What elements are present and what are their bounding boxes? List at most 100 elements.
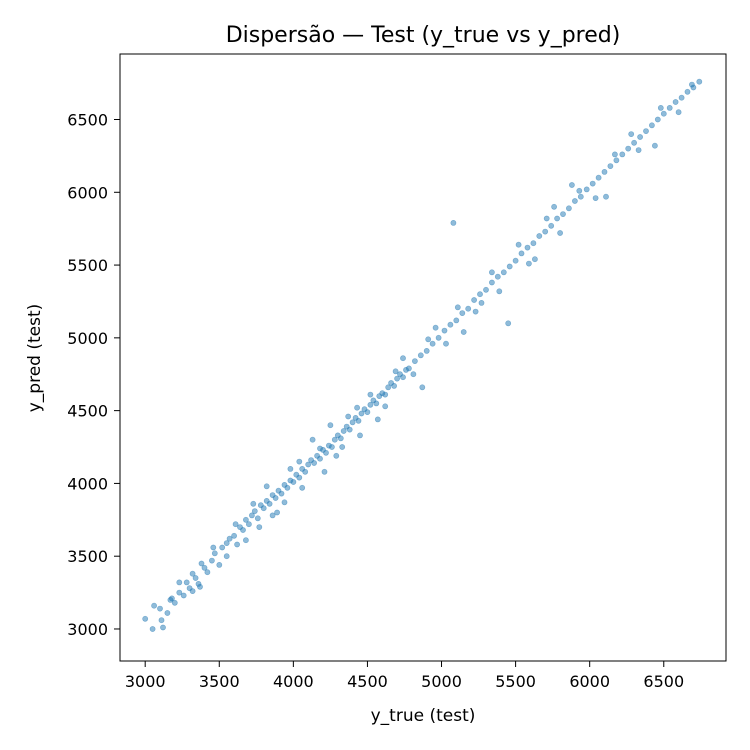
scatter-point [536,233,543,239]
scatter-point [357,432,363,439]
scatter-point [272,495,279,501]
scatter-point [248,512,255,519]
scatter-point [317,455,323,462]
y-tick-label: 5000 [67,329,108,348]
scatter-point [543,215,550,222]
scatter-point [423,347,430,354]
scatter-point [637,134,643,140]
scatter-point [652,142,658,149]
y-axis-label: y_pred (test) [25,304,45,413]
scatter-point [176,579,183,586]
x-tick-label: 3500 [199,672,240,691]
plot-frame [119,53,727,662]
scatter-point [417,352,424,359]
scatter-point [211,550,218,557]
scatter-point [425,336,432,343]
y-tick-label: 6000 [67,183,108,202]
scatter-point [689,81,695,88]
x-tick-label: 6000 [569,672,610,691]
scatter-point [696,78,703,85]
scatter-point [607,163,614,169]
scatter-point [149,626,156,632]
scatter-point [672,99,679,105]
scatter-point [240,527,246,533]
scatter-point [592,195,599,201]
scatter-point [231,532,237,539]
scatter-point [465,305,472,312]
scatter-point [526,260,532,267]
scatter-point [345,413,352,420]
scatter-point [157,605,163,612]
scatter-point [250,500,257,507]
scatter-point [382,391,389,398]
scatter-point [216,562,223,568]
scatter-point [405,365,412,372]
x-axis-ticks: 3000 3500 4000 4500 5000 5500 6000 6500 [125,661,684,691]
scatter-point [542,228,549,235]
scatter-point [337,435,344,442]
scatter-point [447,321,454,328]
scatter-point [496,288,503,295]
y-tick-label: 3000 [67,620,108,639]
scatter-point [385,384,392,391]
scatter-point [635,147,642,153]
scatter-point [391,382,397,389]
scatter-point [471,297,477,303]
x-tick-label: 4000 [273,672,314,691]
scatter-point [477,291,483,298]
x-tick-label: 5000 [421,672,462,691]
scatter-point [358,410,365,417]
scatter-point [226,535,233,542]
scatter-point [392,368,399,375]
scatter-point [355,417,362,424]
scatter-point [577,193,584,200]
scatter-point [382,403,389,410]
scatter-point [557,230,563,236]
scatter-point [266,500,273,507]
scatter-point [158,617,165,624]
x-axis-label: y_true (test) [371,706,476,726]
scatter-point [242,537,249,544]
scatter-point [589,180,596,187]
scatter-point [192,575,199,581]
scatter-point [619,151,626,158]
scatter-point [554,215,560,222]
scatter-point [254,515,261,522]
scatter-point [506,263,513,270]
scatter-point [260,505,267,512]
scatter-point [394,375,400,382]
scatter-point [524,244,531,251]
scatter-point [450,219,457,226]
scatter-point [278,490,285,497]
scatter-point [515,241,522,248]
scatter-point [548,222,555,229]
scatter-point [625,145,632,152]
scatter-point [284,484,291,491]
scatter-point [251,508,258,514]
scatter-point [443,340,449,347]
y-tick-label: 4500 [67,402,108,421]
scatter-point [488,279,495,286]
scatter-point [400,355,406,362]
scatter-point [432,324,439,331]
scatter-point [346,426,353,433]
scatter-point [429,340,436,347]
scatter-point [488,269,495,276]
scatter-point [435,334,442,341]
points-layer [142,78,703,632]
scatter-point [189,570,196,577]
scatter-point [478,299,485,306]
scatter-point [684,88,691,95]
scatter-point [631,139,637,146]
scatter-point [256,524,263,530]
scatter-point [290,479,297,485]
scatter-point [657,105,664,111]
scatter-point [349,419,356,426]
scatter-point [309,436,316,443]
scatter-point [367,391,374,398]
scatter-point [419,384,426,391]
scatter-point [373,400,380,407]
scatter-point [613,157,620,164]
scatter-point [287,465,294,472]
